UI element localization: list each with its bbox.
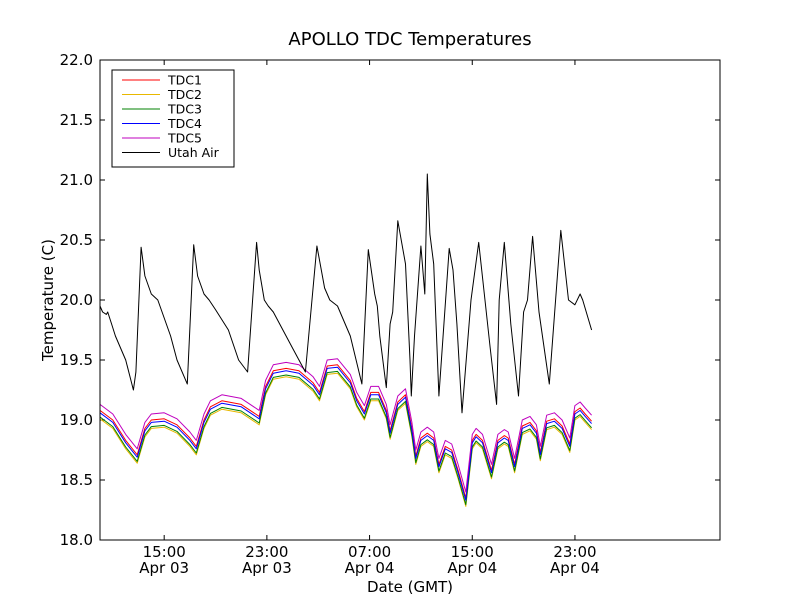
legend-label: TDC2	[167, 87, 202, 102]
y-tick-label: 18.5	[60, 471, 93, 489]
plot-lines	[99, 173, 593, 507]
y-tick-label: 21.5	[60, 111, 93, 129]
legend-label: TDC1	[167, 73, 202, 88]
y-tick-label: 21.0	[60, 171, 93, 189]
series-line-tdc2	[99, 372, 592, 507]
x-tick-label-date: Apr 04	[447, 559, 497, 577]
series-line-tdc1	[99, 364, 592, 499]
y-tick-label: 20.5	[60, 231, 93, 249]
y-axis: 18.0 18.5 19.0 19.5 20.0 20.5 21.0 21.5 22.0	[60, 51, 720, 549]
x-tick-label-time: 15:00	[451, 543, 494, 561]
series-line-tdc3	[99, 370, 592, 506]
series-line-tdc5	[99, 358, 592, 493]
x-tick-label-time: 23:00	[245, 543, 288, 561]
x-tick-label-date: Apr 04	[345, 559, 395, 577]
y-tick-label: 22.0	[60, 51, 93, 69]
y-axis-title: Temperature (C)	[39, 239, 57, 362]
legend-label: Utah Air	[168, 145, 220, 160]
x-axis-title: Date (GMT)	[367, 578, 453, 596]
x-tick-label-time: 23:00	[553, 543, 596, 561]
series-line-utah-air	[99, 173, 593, 414]
y-tick-label: 18.0	[60, 531, 93, 549]
legend-label: TDC3	[167, 102, 202, 117]
legend-box	[111, 69, 235, 168]
y-tick-label: 19.0	[60, 411, 93, 429]
plot-frame	[99, 59, 721, 541]
x-tick-label-date: Apr 04	[550, 559, 600, 577]
x-tick-label-time: 07:00	[348, 543, 391, 561]
x-tick-label-date: Apr 03	[139, 559, 189, 577]
y-tick-label: 20.0	[60, 291, 93, 309]
legend-label: TDC5	[167, 131, 202, 146]
series-line-tdc4	[99, 366, 592, 501]
chart-title: APOLLO TDC Temperatures	[288, 29, 531, 50]
y-tick-label: 19.5	[60, 351, 93, 369]
x-tick-label-date: Apr 03	[242, 559, 292, 577]
legend-label: TDC4	[167, 116, 202, 131]
x-tick-label-time: 15:00	[143, 543, 186, 561]
